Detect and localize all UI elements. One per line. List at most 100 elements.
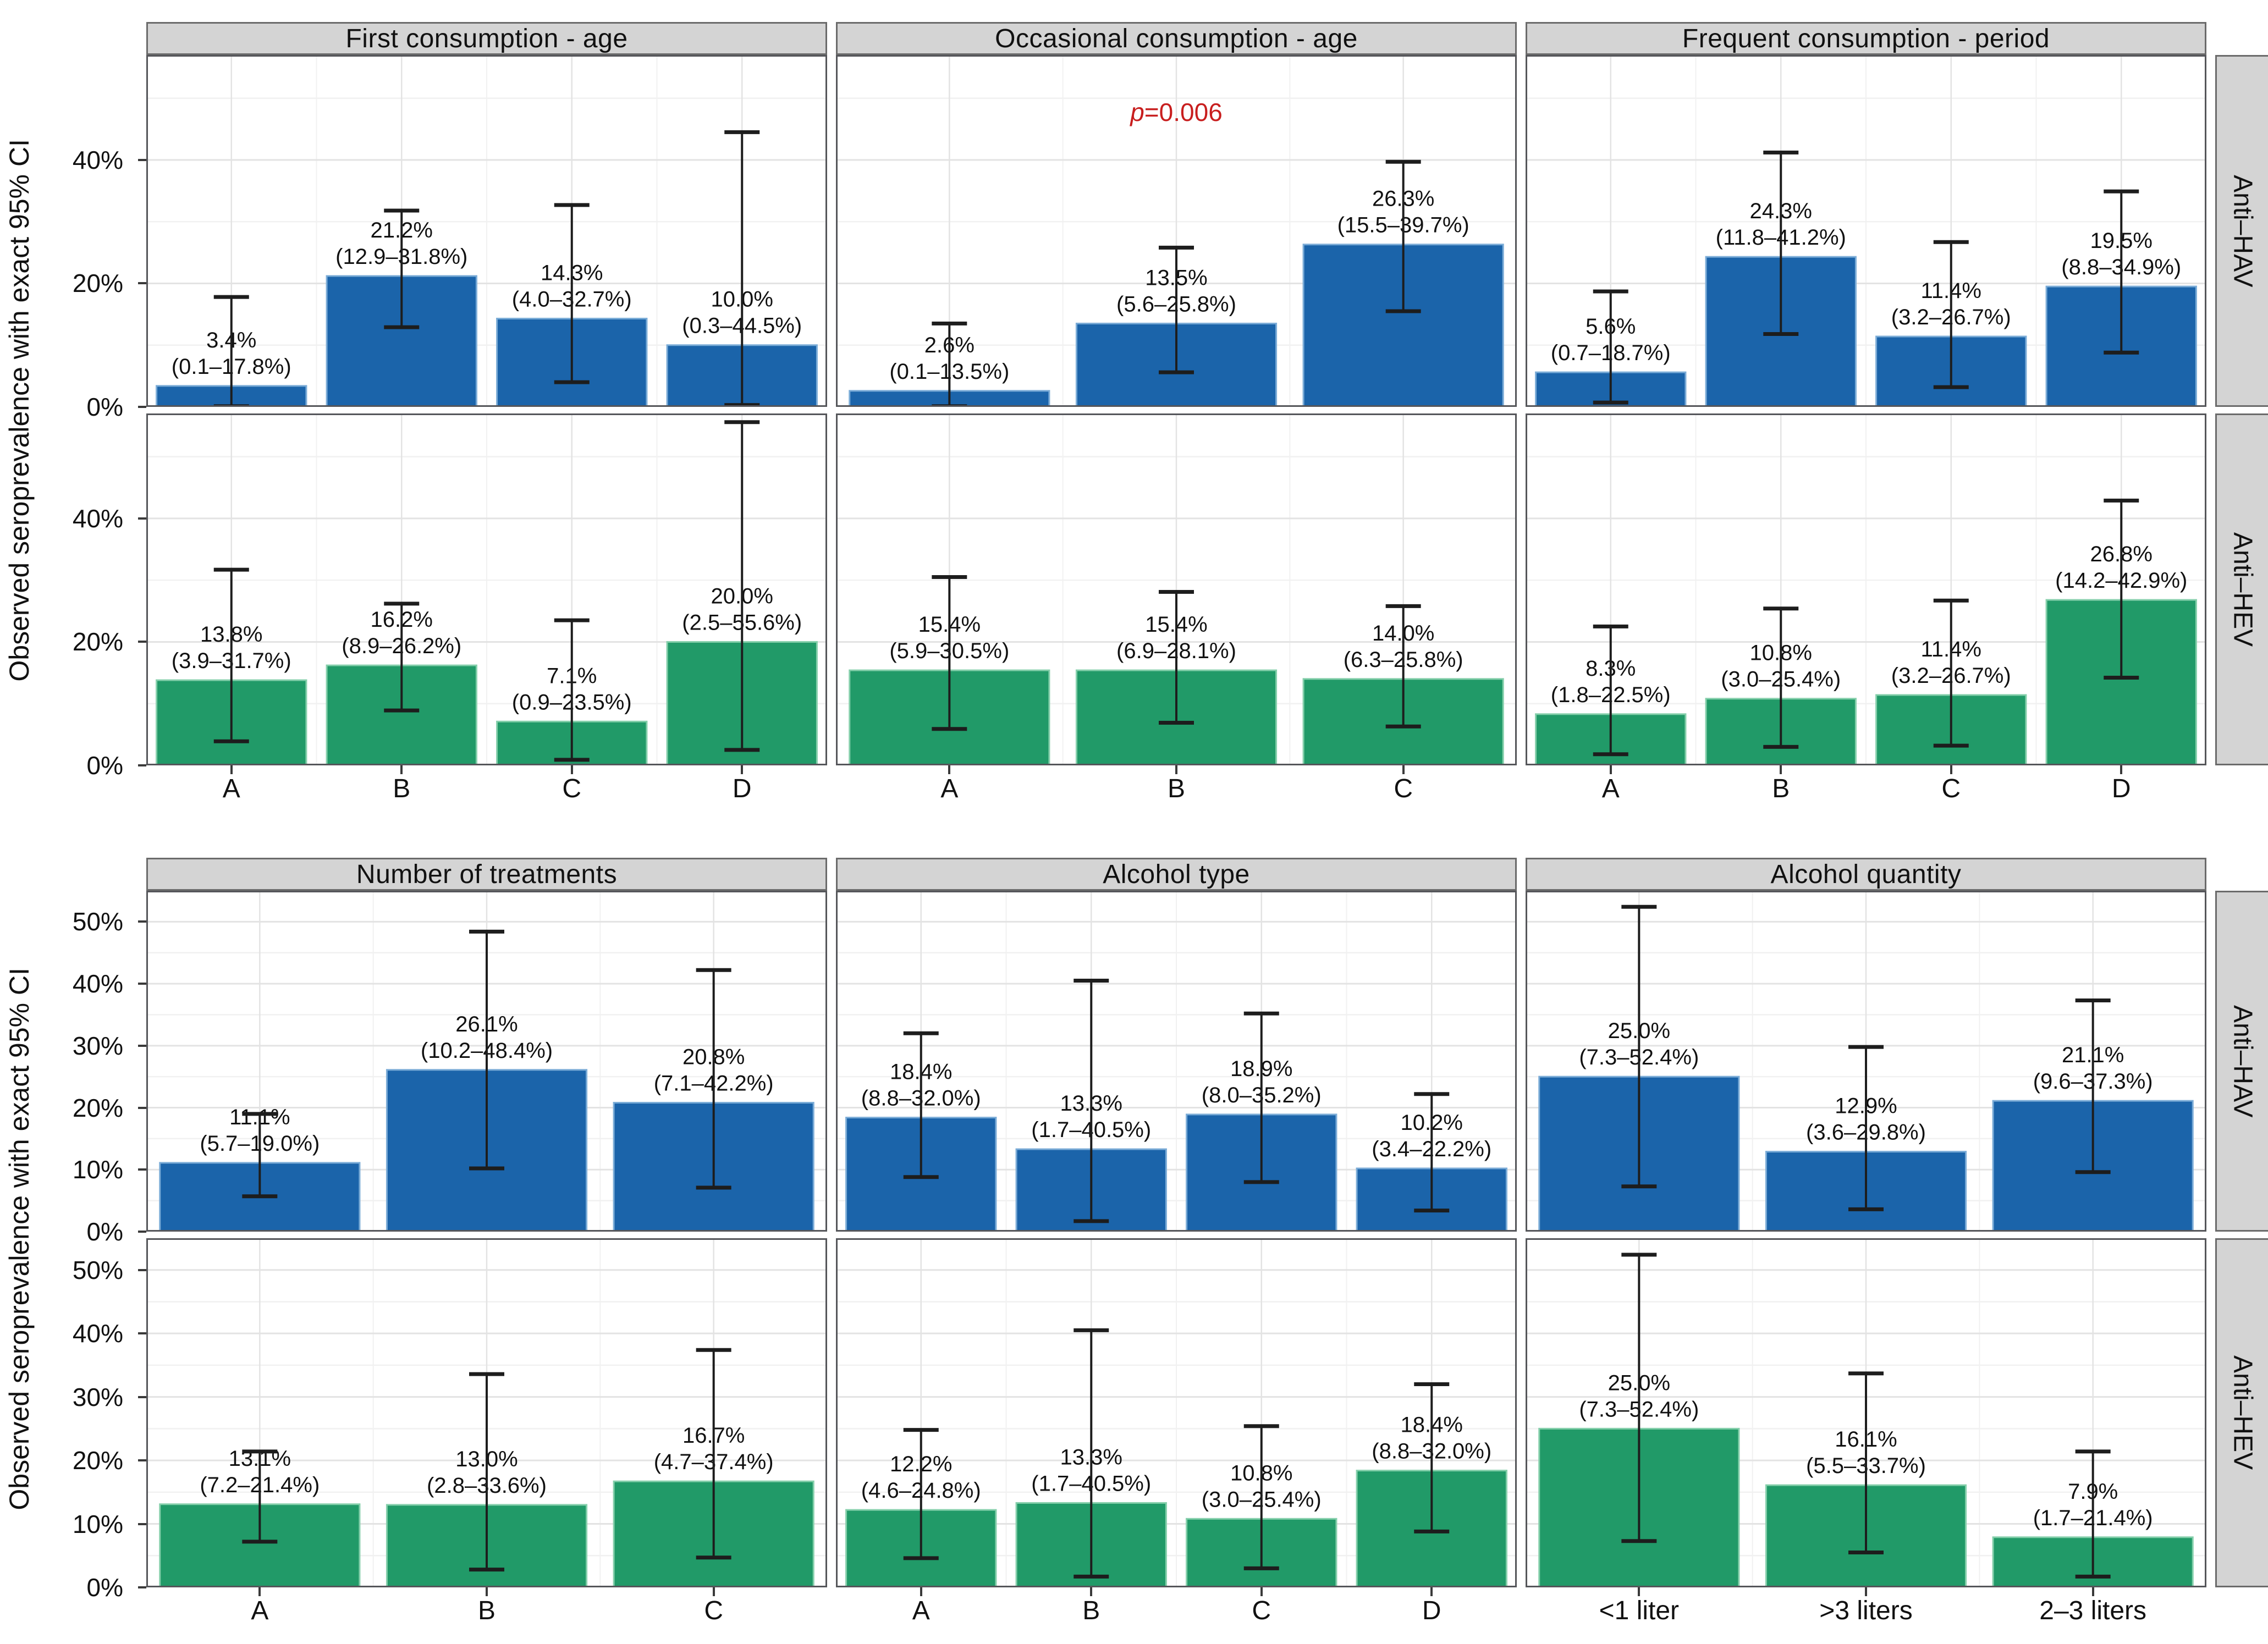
y-tick-mark bbox=[138, 1231, 146, 1233]
x-category-label: >3 liters bbox=[1819, 1596, 1913, 1625]
bar-chart-svg: 18.4%(8.8–32.0%) 13.3%(1.7–40.5%)18.9%(8.… bbox=[836, 891, 1517, 1232]
x-axis-labels: A B C D bbox=[1526, 765, 2206, 814]
x-category-label: A bbox=[222, 774, 240, 803]
x-tick-mark bbox=[712, 1587, 715, 1596]
x-tick-mark bbox=[1950, 765, 1952, 774]
y-tick-mark bbox=[138, 1459, 146, 1462]
bar-chart-svg: 15.4%(5.9–30.5%)15.4%(6.9–28.1%)14.0%(6.… bbox=[836, 413, 1517, 765]
bar-chart-svg: 2.6%(0.1–13.5%)13.5%(5.6–25.8%)26.3%(15.… bbox=[836, 55, 1517, 407]
y-tick-mark bbox=[138, 1168, 146, 1171]
chart-panel: 15.4% (5.9–30.5%) 15.4% (6.9–28.1%) 14.0% (6.… bbox=[836, 413, 1517, 765]
x-category-label: B bbox=[477, 1596, 496, 1625]
x-category-label: A bbox=[1601, 774, 1620, 803]
x-tick-mark bbox=[400, 765, 403, 774]
facet-strip-alcohol-quantity: Alcohol quantity bbox=[1526, 858, 2206, 891]
y-tick-mark bbox=[138, 1586, 146, 1588]
error-bars bbox=[1593, 498, 2139, 757]
x-tick-mark bbox=[258, 1587, 261, 1596]
y-tick-label: 0% bbox=[86, 751, 123, 780]
chart-panel: 3.4% (0.1–17.8%) 21.2% (12.9–31.8%) 14.3% (4.… bbox=[146, 55, 827, 407]
bars bbox=[159, 1069, 814, 1232]
bar-chart-svg: 12.2%(4.6–24.8%)13.3%(1.7–40.5%) 10.8%(3.… bbox=[836, 1238, 1517, 1587]
bar-chart-svg: 3.4%(0.1–17.8%)21.2%(12.9–31.8%)14.3%(4.… bbox=[146, 55, 827, 407]
y-tick-label: 20% bbox=[72, 1446, 123, 1475]
y-tick-mark bbox=[138, 1044, 146, 1047]
y-tick-mark bbox=[138, 764, 146, 766]
bar-chart-svg: 11.1%(5.7–19.0%)26.1%(10.2–48.4%) 20.8%(7… bbox=[146, 891, 827, 1232]
panel-border bbox=[836, 55, 1517, 407]
x-category-label: B bbox=[1167, 774, 1185, 803]
bars bbox=[845, 1113, 1507, 1232]
y-tick-label: 40% bbox=[72, 504, 123, 533]
y-tick-mark bbox=[138, 983, 146, 985]
x-category-label: D bbox=[1422, 1596, 1441, 1625]
x-category-label: C bbox=[1394, 774, 1413, 803]
chart-panel: 25.0% (7.3–52.4%) 16.1% (5.5–33.7%) 7.9% (1.7… bbox=[1526, 1238, 2206, 1587]
y-tick-label: 30% bbox=[72, 1031, 123, 1060]
x-tick-mark bbox=[1430, 1587, 1433, 1596]
bar-chart-svg: 13.8%(3.9–31.7%)16.2%(8.9–26.2%)7.1%(0.9… bbox=[146, 413, 827, 765]
y-tick-label: 30% bbox=[72, 1382, 123, 1411]
panel-border bbox=[1526, 413, 2206, 765]
error-bars bbox=[1621, 1253, 2111, 1579]
panel-border bbox=[1526, 55, 2206, 407]
x-axis-labels: A B C bbox=[836, 765, 1517, 814]
y-tick-mark bbox=[138, 517, 146, 520]
facet-group-consumption: Observed seroprevalence with exact 95% C… bbox=[0, 22, 2268, 814]
facet-strip-first-consumption: First consumption - age bbox=[146, 22, 827, 55]
facet-title: Number of treatments bbox=[356, 859, 618, 889]
chart-panel: 11.1% (5.7–19.0%) 26.1% (10.2–48.4%) 20.8% (7… bbox=[146, 891, 827, 1232]
x-category-label: B bbox=[1082, 1596, 1100, 1625]
facet-strip-alcohol-type: Alcohol type bbox=[836, 858, 1517, 891]
p-value-annotation: p=0.006 bbox=[1129, 98, 1223, 126]
x-tick-mark bbox=[1402, 765, 1405, 774]
error-bars bbox=[242, 929, 731, 1199]
x-category-label: D bbox=[2111, 774, 2131, 803]
x-category-label: C bbox=[1941, 774, 1961, 803]
row-strip-label: Anti–HEV bbox=[2228, 1355, 2258, 1470]
x-tick-mark bbox=[1260, 1587, 1263, 1596]
bars bbox=[156, 641, 818, 765]
row-strip-label: Anti–HAV bbox=[2228, 1005, 2258, 1118]
panel-border bbox=[836, 1238, 1517, 1587]
x-tick-mark bbox=[1638, 1587, 1641, 1596]
facet-group-treatments-alcohol: Observed seroprevalence with exact 95% C… bbox=[0, 858, 2268, 1642]
y-tick-label: 20% bbox=[72, 627, 123, 657]
y-tick-label: 0% bbox=[86, 1573, 123, 1602]
x-category-label: B bbox=[393, 774, 411, 803]
y-tick-mark bbox=[138, 158, 146, 161]
panel-border bbox=[146, 55, 827, 407]
y-tick-mark bbox=[138, 1395, 146, 1398]
x-category-label: C bbox=[1252, 1596, 1271, 1625]
chart-panel: 5.6% (0.7–18.7%) 24.3% (11.8–41.2%) 11.4% (3.… bbox=[1526, 55, 2206, 407]
y-tick-mark bbox=[138, 1106, 146, 1109]
bar-chart-svg: 13.1%(7.2–21.4%)13.0%(2.8–33.6%)16.7%(4.… bbox=[146, 1238, 827, 1587]
error-bars bbox=[932, 159, 1421, 407]
y-tick-label: 10% bbox=[72, 1155, 123, 1184]
chart-panel: 13.8% (3.9–31.7%) 16.2% (8.9–26.2%) 7.1% (0.9… bbox=[146, 413, 827, 765]
bar-chart-svg: 8.3%(1.8–22.5%)10.8%(3.0–25.4%)11.4%(3.2… bbox=[1526, 413, 2206, 765]
error-bars bbox=[932, 575, 1421, 731]
facet-strip-frequent-consumption: Frequent consumption - period bbox=[1526, 22, 2206, 55]
y-tick-mark bbox=[138, 1522, 146, 1525]
x-tick-mark bbox=[948, 765, 951, 774]
y-axis-ticks: 0% 20% 40% bbox=[0, 55, 146, 420]
chart-panel: 13.1% (7.2–21.4%) 13.0% (2.8–33.6%) 16.7% (4.… bbox=[146, 1238, 827, 1587]
chart-panel: 8.3% (1.8–22.5%) 10.8% (3.0–25.4%) 11.4% (3.2… bbox=[1526, 413, 2206, 765]
y-tick-mark bbox=[138, 641, 146, 643]
x-category-label: A bbox=[251, 1596, 269, 1625]
chart-panel: 2.6% (0.1–13.5%) 13.5% (5.6–25.8%) 26.3% (15.… bbox=[836, 55, 1517, 407]
y-tick-label: 50% bbox=[72, 907, 123, 936]
x-axis-labels: A B C bbox=[146, 1587, 827, 1642]
facet-title: Occasional consumption - age bbox=[995, 24, 1358, 53]
y-axis-ticks: 0% 20% 40% bbox=[0, 413, 146, 778]
panel-border bbox=[146, 413, 827, 765]
x-category-label: 2–3 liters bbox=[2039, 1596, 2147, 1625]
facet-title: Alcohol type bbox=[1103, 859, 1250, 889]
y-tick-label: 10% bbox=[72, 1509, 123, 1538]
x-category-label: C bbox=[704, 1596, 723, 1625]
row-strip-anti-hav: Anti–HAV bbox=[2215, 55, 2268, 407]
row-strip-anti-hav: Anti–HAV bbox=[2215, 891, 2268, 1232]
error-bars bbox=[1621, 904, 2111, 1211]
